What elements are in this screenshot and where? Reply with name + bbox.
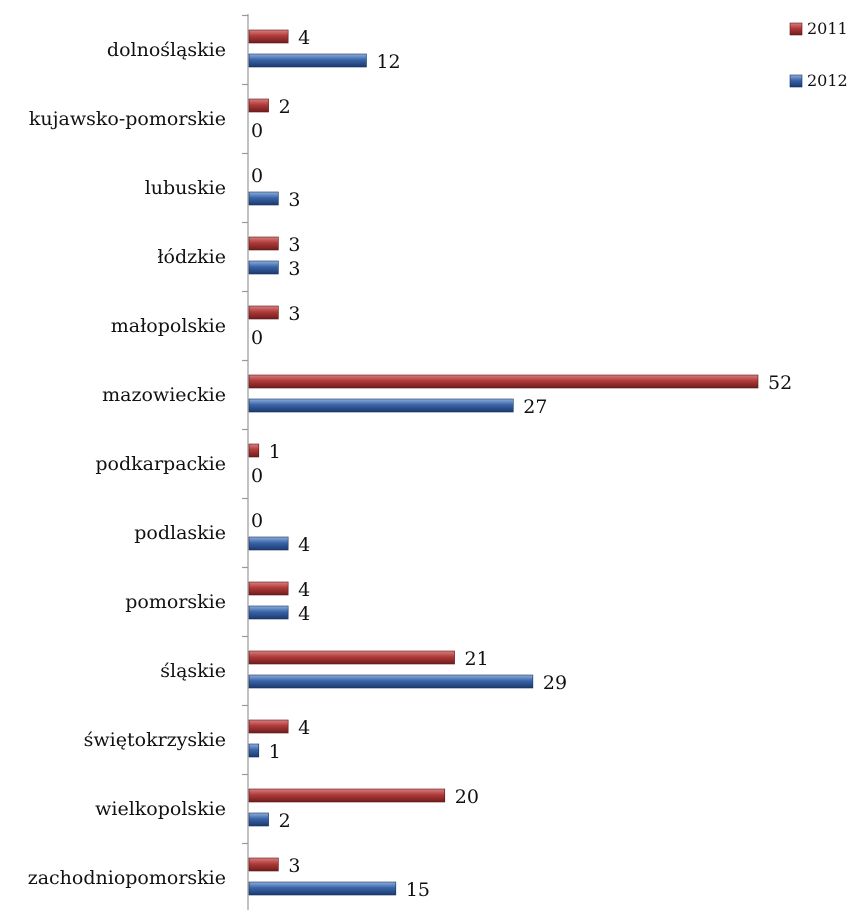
- category-label: pomorskie: [125, 591, 226, 613]
- data-label-2012: 0: [251, 327, 263, 349]
- category-label: lubuskie: [145, 177, 226, 199]
- legend: 2011 2012: [789, 19, 848, 90]
- category-label: świętokrzyskie: [84, 729, 226, 751]
- data-label-2012: 0: [251, 120, 263, 142]
- bar-2012: [248, 260, 279, 275]
- data-label-2012: 3: [288, 258, 300, 280]
- category-label: mazowieckie: [102, 384, 226, 406]
- category-label: podlaskie: [134, 522, 226, 544]
- bar-2011: [248, 236, 279, 251]
- data-label-2012: 4: [298, 603, 310, 625]
- data-label-2011: 0: [251, 510, 263, 532]
- data-label-2011: 3: [288, 234, 300, 256]
- bar-2012: [248, 536, 289, 551]
- data-label-2011: 4: [298, 579, 310, 601]
- data-label-2012: 1: [269, 741, 281, 763]
- legend-swatch-2011: [789, 22, 803, 36]
- data-label-2011: 2: [279, 96, 291, 118]
- data-label-2011: 4: [298, 27, 310, 49]
- bar-2011: [248, 98, 269, 113]
- data-label-2012: 29: [543, 672, 567, 694]
- category-label: małopolskie: [111, 315, 226, 337]
- data-label-2012: 4: [298, 534, 310, 556]
- bar-2012: [248, 53, 367, 68]
- category-label: kujawsko-pomorskie: [29, 108, 226, 130]
- data-label-2011: 21: [465, 648, 489, 670]
- bar-2011: [248, 857, 279, 872]
- data-label-2012: 3: [288, 189, 300, 211]
- data-label-2011: 20: [455, 786, 479, 808]
- bar-2011: [248, 719, 289, 734]
- data-label-2012: 0: [251, 465, 263, 487]
- bar-2012: [248, 398, 514, 413]
- bar-2011: [248, 650, 455, 665]
- legend-swatch-2012: [789, 74, 803, 88]
- data-label-2012: 12: [376, 51, 400, 73]
- data-label-2012: 2: [279, 810, 291, 832]
- bar-2011: [248, 305, 279, 320]
- category-label: śląskie: [160, 660, 226, 682]
- category-label: wielkopolskie: [95, 798, 226, 820]
- category-label: łódzkie: [157, 246, 226, 268]
- data-label-2012: 27: [523, 396, 547, 418]
- category-label: dolnośląskie: [107, 39, 226, 61]
- bar-2012: [248, 743, 260, 758]
- bar-2012: [248, 191, 279, 206]
- legend-label-2012: 2012: [807, 71, 848, 90]
- bar-2011: [248, 29, 289, 44]
- legend-label-2011: 2011: [807, 19, 848, 38]
- bar-2011: [248, 788, 446, 803]
- bar-2011: [248, 443, 260, 458]
- data-label-2011: 0: [251, 165, 263, 187]
- data-label-2012: 15: [406, 879, 430, 901]
- bar-2011: [248, 581, 289, 596]
- data-label-2011: 3: [288, 303, 300, 325]
- category-label: zachodniopomorskie: [28, 867, 226, 889]
- data-label-2011: 4: [298, 717, 310, 739]
- data-label-2011: 52: [768, 372, 792, 394]
- bar-2012: [248, 812, 269, 827]
- bar-2012: [248, 674, 534, 689]
- data-label-2011: 3: [288, 855, 300, 877]
- data-label-2011: 1: [269, 441, 281, 463]
- plot-area: dolnośląskie412kujawsko-pomorskie20lubus…: [28, 14, 792, 910]
- category-label: podkarpackie: [95, 453, 226, 475]
- bar-2012: [248, 881, 397, 896]
- bar-2011: [248, 374, 759, 389]
- bar-2012: [248, 605, 289, 620]
